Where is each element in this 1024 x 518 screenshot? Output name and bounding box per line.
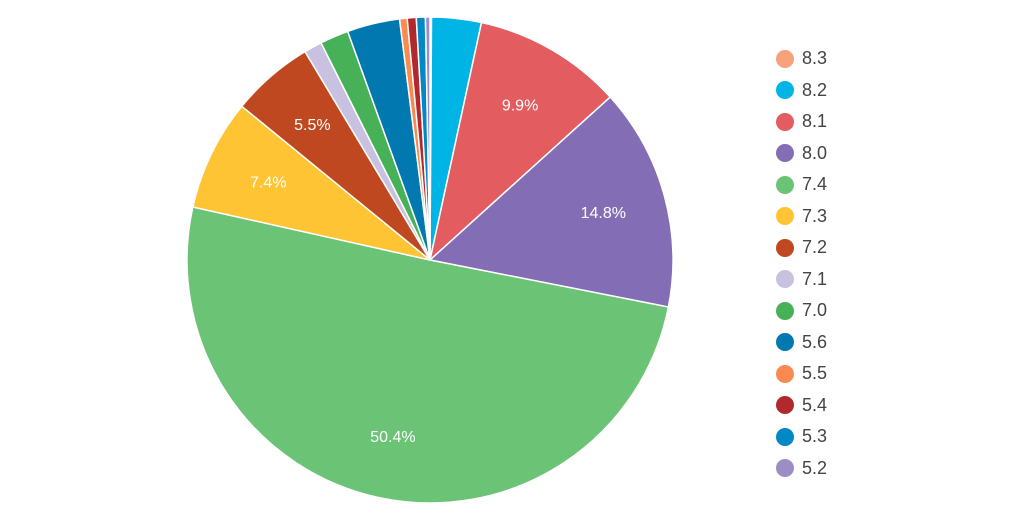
legend-item[interactable]: 5.2 [776, 453, 827, 485]
legend-label: 5.6 [802, 331, 828, 352]
legend-label: 8.3 [802, 48, 828, 69]
legend-color-dot-icon [776, 81, 794, 100]
pie-slices [186, 16, 674, 504]
legend-item[interactable]: 8.2 [776, 75, 827, 107]
legend-label: 7.1 [802, 268, 828, 289]
legend-item[interactable]: 7.1 [776, 264, 827, 296]
legend-item[interactable]: 7.2 [776, 232, 827, 264]
pie-slice-8-0[interactable] [428, 95, 674, 308]
legend-color-dot-icon [776, 364, 794, 383]
data-label: 50.4% [370, 429, 415, 446]
legend-item[interactable]: 8.3 [776, 43, 827, 75]
legend-label: 7.3 [802, 205, 828, 226]
legend-label: 5.5 [802, 363, 828, 384]
legend-color-dot-icon [776, 112, 794, 131]
legend-label: 5.3 [802, 426, 828, 447]
legend-label: 8.1 [802, 111, 828, 132]
legend-color-dot-icon [776, 301, 794, 320]
data-label: 7.4% [250, 174, 286, 191]
pie-slice-7-3[interactable] [191, 105, 431, 261]
pie-data-labels: 9.9% 14.8% 50.4% 7.4% 5.5% [250, 97, 626, 446]
legend-label: 7.2 [802, 237, 828, 258]
legend: 8.3 8.2 8.1 8.0 7.4 7.3 7.2 7.1 7.0 5.6 5.5 5.4 5.3 5… [776, 43, 827, 484]
pie-slice-5-2[interactable] [424, 16, 431, 261]
legend-item[interactable]: 7.0 [776, 295, 827, 327]
legend-label: 5.2 [802, 457, 828, 478]
legend-color-dot-icon [776, 49, 794, 68]
legend-label: 7.0 [802, 300, 828, 321]
legend-color-dot-icon [776, 144, 794, 163]
data-label: 9.9% [502, 97, 538, 114]
data-label: 5.5% [294, 117, 330, 134]
legend-color-dot-icon [776, 333, 794, 352]
legend-item[interactable]: 5.3 [776, 421, 827, 453]
legend-item[interactable]: 7.3 [776, 201, 827, 233]
legend-color-dot-icon [776, 207, 794, 226]
legend-label: 8.2 [802, 79, 828, 100]
legend-item[interactable]: 5.6 [776, 327, 827, 359]
legend-color-dot-icon [776, 459, 794, 478]
legend-color-dot-icon [776, 427, 794, 446]
legend-label: 8.0 [802, 142, 828, 163]
legend-item[interactable]: 8.0 [776, 138, 827, 170]
legend-item[interactable]: 5.5 [776, 358, 827, 390]
legend-label: 7.4 [802, 174, 828, 195]
legend-label: 5.4 [802, 394, 828, 415]
legend-color-dot-icon [776, 270, 794, 289]
legend-item[interactable]: 8.1 [776, 106, 827, 138]
legend-color-dot-icon [776, 396, 794, 415]
pie-slice-7-4[interactable] [186, 206, 670, 504]
data-label: 14.8% [581, 205, 626, 222]
legend-color-dot-icon [776, 238, 794, 257]
legend-color-dot-icon [776, 175, 794, 194]
pie-slice-8-1[interactable] [428, 21, 612, 263]
legend-item[interactable]: 5.4 [776, 390, 827, 422]
legend-item[interactable]: 7.4 [776, 169, 827, 201]
